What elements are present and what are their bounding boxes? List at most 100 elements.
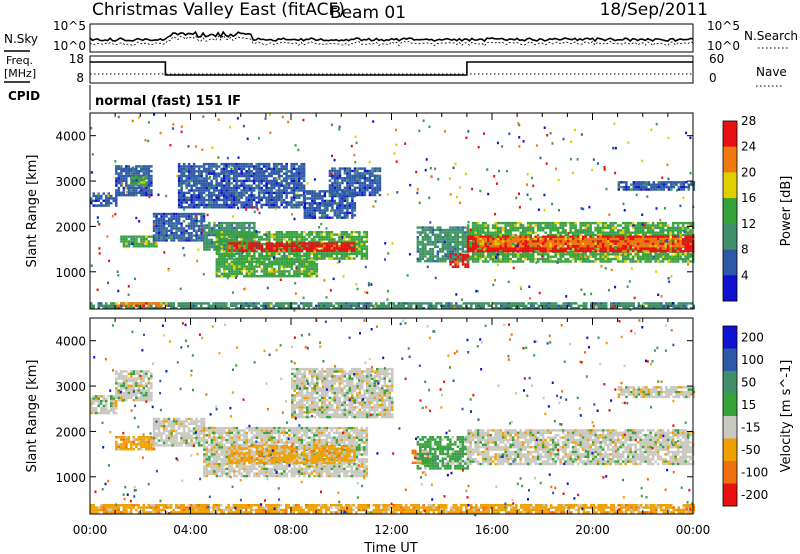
- power-echo-cell: [466, 229, 470, 232]
- power-echo-cell: [217, 165, 221, 168]
- power-echo-cell: [187, 198, 191, 202]
- power-echo-cell: [135, 189, 138, 192]
- power-echo-cell: [531, 229, 535, 232]
- power-echo-cell: [260, 186, 263, 190]
- power-echo-cell: [306, 206, 309, 210]
- power-echo-cell: [353, 193, 357, 197]
- power-echo-cell: [421, 238, 425, 241]
- power-echo-cell: [152, 236, 156, 240]
- power-echo-cell: [190, 234, 193, 237]
- power-echo-cell: [243, 275, 246, 278]
- power-echo-cell: [491, 224, 495, 227]
- power-echo-cell: [220, 167, 223, 171]
- power-echo-cell: [245, 247, 249, 251]
- power-echo-cell: [140, 174, 143, 178]
- power-echo-cell: [237, 179, 241, 183]
- power-echo-cell: [361, 181, 364, 185]
- power-echo-cell: [127, 194, 131, 197]
- power-echo-cell: [202, 177, 206, 180]
- power-echo-cell: [225, 203, 228, 207]
- power-echo-cell: [471, 245, 475, 248]
- power-echo-cell: [283, 249, 286, 252]
- power-echo-cell: [318, 249, 321, 252]
- power-echo-cell: [293, 255, 296, 258]
- power-echo-cell: [287, 182, 291, 185]
- power-echo-cell: [456, 228, 460, 232]
- power-echo-cell: [225, 179, 228, 183]
- power-echo-cell: [439, 248, 442, 251]
- power-echo-cell: [506, 240, 510, 243]
- power-echo-cell: [207, 203, 211, 207]
- power-echo-cell: [197, 191, 201, 195]
- power-echo-cell: [150, 170, 153, 173]
- power-echo-cell: [278, 233, 281, 236]
- power-echo-cell: [346, 179, 349, 182]
- power-echo-cell: [225, 265, 229, 268]
- power-echo-cell: [270, 244, 274, 248]
- power-echo-cell: [469, 233, 472, 237]
- power-echo-cell: [238, 265, 241, 268]
- power-echo-cell: [426, 236, 430, 239]
- power-echo-cell: [180, 165, 183, 168]
- power-echo-cell: [621, 249, 625, 253]
- power-echo-cell: [684, 226, 687, 230]
- power-echo-cell: [275, 231, 279, 234]
- power-echo-cell: [240, 191, 243, 195]
- power-echo-cell: [426, 243, 430, 246]
- power-echo-cell: [436, 255, 440, 258]
- power-echo-cell: [666, 241, 670, 244]
- power-echo-cell: [228, 221, 231, 225]
- power-echo-cell: [220, 275, 224, 278]
- power-echo-cell: [581, 260, 585, 263]
- power-echo-cell: [444, 236, 447, 239]
- power-echo-cell: [292, 165, 296, 168]
- power-echo-cell: [524, 247, 527, 250]
- power-echo-cell: [569, 253, 572, 256]
- power-echo-cell: [272, 182, 276, 185]
- power-echo-cell: [574, 249, 577, 253]
- power-echo-cell: [431, 233, 435, 236]
- power-echo-cell: [280, 162, 283, 166]
- power-echo-cell: [611, 233, 615, 237]
- power-echo-cell: [571, 257, 575, 261]
- power-echo-cell: [656, 231, 660, 234]
- power-echo-cell: [363, 233, 366, 236]
- power-echo-cell: [340, 252, 344, 255]
- power-echo-cell: [247, 206, 251, 209]
- power-echo-cell: [243, 224, 246, 227]
- power-echo-cell: [526, 255, 530, 258]
- power-echo-cell: [606, 249, 610, 253]
- power-echo-cell: [373, 181, 377, 185]
- power-echo-cell: [549, 231, 552, 234]
- power-echo-cell: [272, 179, 276, 183]
- power-echo-cell: [365, 238, 369, 241]
- power-echo-cell: [489, 247, 492, 250]
- power-echo-cell: [489, 249, 492, 253]
- power-echo-cell: [192, 196, 196, 199]
- power-echo-cell: [180, 167, 183, 171]
- power-echo-cell: [257, 196, 261, 199]
- power-echo-cell: [689, 260, 692, 263]
- power-echo-cell: [135, 170, 138, 173]
- power-echo-cell: [182, 167, 186, 171]
- power-echo-cell: [172, 224, 176, 228]
- power-echo-cell: [331, 204, 334, 207]
- power-echo-cell: [449, 256, 452, 259]
- power-echo-cell: [474, 245, 477, 248]
- power-echo-cell: [122, 242, 126, 246]
- power-echo-cell: [150, 182, 153, 185]
- power-echo-cell: [187, 172, 191, 175]
- power-echo-cell: [220, 198, 223, 202]
- power-echo-cell: [664, 255, 667, 258]
- power-echo-cell: [225, 255, 229, 258]
- power-echo-cell: [526, 247, 530, 250]
- power-echo-cell: [140, 170, 143, 173]
- power-echo-cell: [162, 234, 166, 237]
- power-echo-cell: [313, 272, 316, 275]
- power-echo-cell: [285, 231, 289, 234]
- power-echo-cell: [321, 211, 324, 215]
- power-echo-cell: [235, 186, 238, 190]
- power-echo-cell: [569, 255, 572, 258]
- power-echo-cell: [190, 206, 193, 209]
- power-echo-cell: [333, 240, 336, 243]
